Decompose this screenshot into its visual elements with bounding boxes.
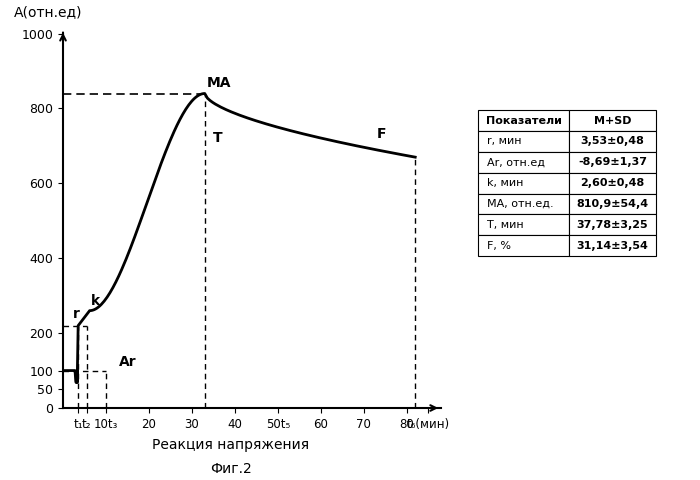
Text: F: F: [377, 127, 386, 142]
Text: Ar: Ar: [119, 355, 136, 369]
Text: Реакция напряжения: Реакция напряжения: [153, 438, 309, 452]
Text: Т: Т: [214, 131, 223, 145]
Text: Фиг.2: Фиг.2: [210, 462, 252, 476]
Text: А(отн.ед): А(отн.ед): [14, 5, 83, 19]
Text: r: r: [73, 307, 80, 321]
Text: МА: МА: [207, 76, 232, 90]
Text: k: k: [90, 294, 99, 308]
